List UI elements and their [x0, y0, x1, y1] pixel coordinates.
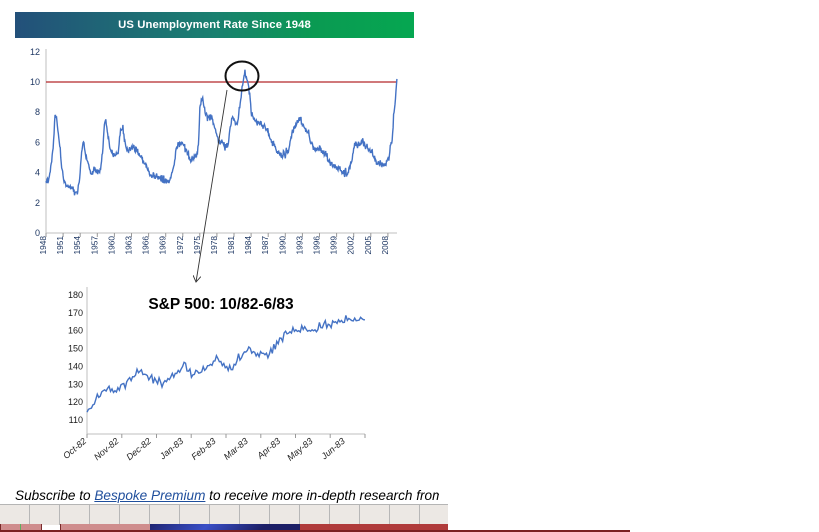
svg-text:4: 4: [35, 168, 40, 178]
svg-text:12: 12: [30, 47, 40, 57]
svg-text:Oct-82: Oct-82: [61, 436, 88, 461]
svg-text:Apr-83: Apr-83: [255, 436, 283, 462]
svg-text:1984: 1984: [243, 236, 253, 255]
svg-text:10: 10: [30, 77, 40, 87]
svg-text:1954: 1954: [72, 236, 82, 255]
svg-text:1993: 1993: [294, 236, 304, 255]
svg-text:1948: 1948: [38, 236, 48, 255]
svg-text:160: 160: [68, 326, 83, 336]
svg-text:1951: 1951: [55, 236, 65, 255]
svg-text:6: 6: [35, 137, 40, 147]
svg-text:110: 110: [69, 415, 83, 425]
svg-text:1963: 1963: [124, 236, 134, 255]
svg-text:1969: 1969: [158, 236, 168, 255]
svg-text:1999: 1999: [329, 236, 339, 255]
svg-text:1972: 1972: [175, 236, 185, 255]
svg-text:Jan-83: Jan-83: [157, 436, 185, 462]
svg-text:1996: 1996: [312, 236, 322, 255]
svg-text:1990: 1990: [277, 236, 287, 255]
svg-text:1966: 1966: [141, 236, 151, 255]
svg-text:Mar-83: Mar-83: [222, 436, 250, 462]
svg-text:1960: 1960: [106, 236, 116, 255]
svg-text:150: 150: [68, 344, 83, 354]
svg-text:1957: 1957: [89, 236, 99, 255]
svg-text:2008: 2008: [380, 236, 390, 255]
svg-text:130: 130: [68, 379, 83, 389]
svg-text:8: 8: [35, 107, 40, 117]
svg-text:Nov-82: Nov-82: [92, 436, 121, 462]
svg-text:1978: 1978: [209, 236, 219, 255]
svg-text:Feb-83: Feb-83: [189, 436, 217, 462]
svg-text:Jun-83: Jun-83: [319, 436, 347, 462]
svg-text:120: 120: [68, 397, 83, 407]
svg-text:140: 140: [68, 361, 83, 371]
svg-text:May-83: May-83: [285, 436, 314, 463]
svg-text:1987: 1987: [260, 236, 270, 255]
svg-text:S&P 500: 10/82-6/83: S&P 500: 10/82-6/83: [148, 296, 294, 313]
svg-text:170: 170: [68, 308, 83, 318]
svg-text:2005: 2005: [363, 236, 373, 255]
svg-text:1975: 1975: [192, 236, 202, 255]
svg-text:2: 2: [35, 198, 40, 208]
svg-text:Dec-82: Dec-82: [124, 436, 153, 462]
svg-text:180: 180: [68, 290, 83, 300]
svg-text:2002: 2002: [346, 236, 356, 255]
svg-text:1981: 1981: [226, 236, 236, 255]
